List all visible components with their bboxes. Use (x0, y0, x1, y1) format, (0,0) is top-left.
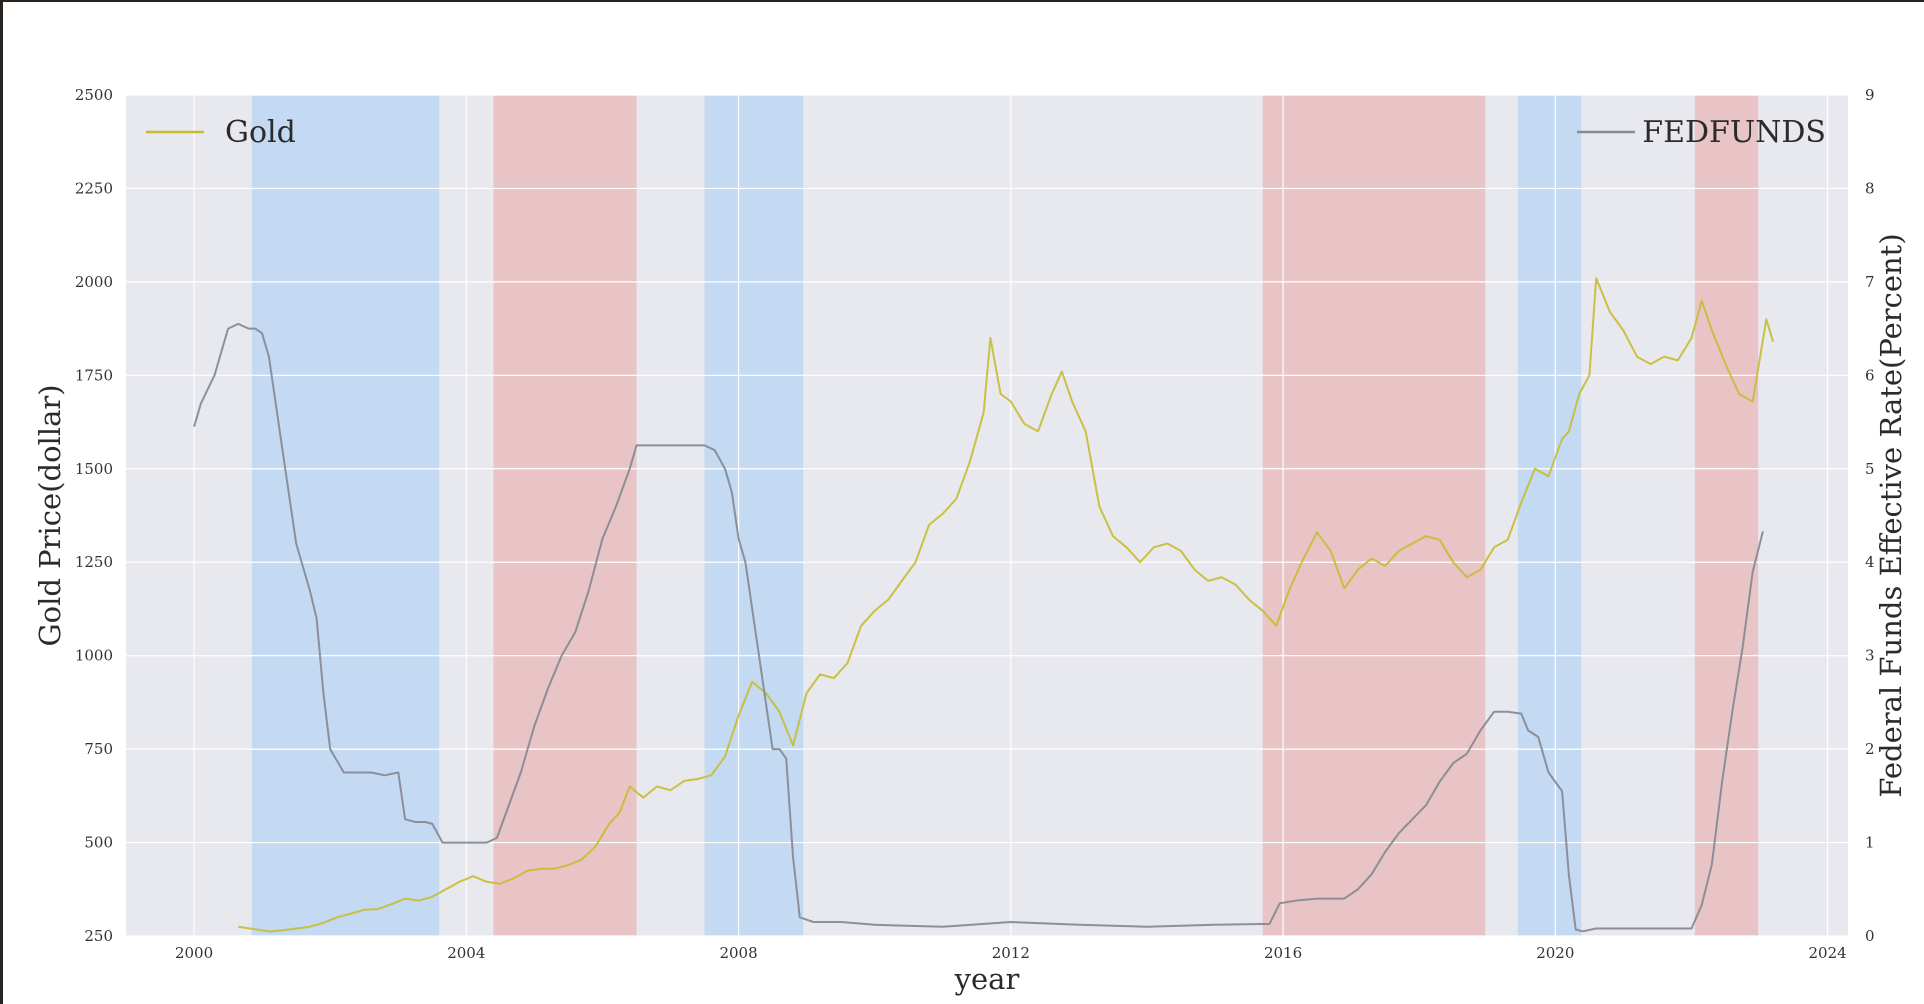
left-y-tick-label: 750 (84, 740, 113, 758)
x-tick-label: 2024 (1808, 944, 1846, 962)
left-y-tick-label: 2250 (75, 179, 113, 197)
x-tick-label: 2020 (1536, 944, 1574, 962)
x-tick-label: 2016 (1264, 944, 1302, 962)
left-y-tick-label: 250 (84, 927, 113, 945)
x-tick-label: 2012 (992, 944, 1030, 962)
dual-axis-line-chart: 2000 2004 2008 2012 2016 2020 2024250500750100… (33, 86, 1908, 996)
gold-series-line (238, 277, 1775, 933)
left-y-tick-label: 500 (84, 834, 113, 852)
easing-period-band (251, 95, 440, 936)
left-y-tick-label: 2500 (75, 86, 113, 104)
easing-period-band (1517, 95, 1582, 936)
x-tick-label: 2008 (719, 944, 757, 962)
x-tick-label: 2000 (175, 944, 213, 962)
left-y-tick-label: 2000 (75, 273, 113, 291)
left-y-tick-label: 1750 (75, 366, 113, 384)
fedfunds-series-line (193, 322, 1764, 933)
tightening-period-band (1262, 95, 1486, 936)
shaded-periods (251, 95, 1759, 936)
left-y-tick-label: 1250 (75, 553, 113, 571)
tightening-period-band (493, 95, 637, 936)
left-y-tick-label: 1500 (75, 460, 113, 478)
right-y-tick-label: 6 (1865, 366, 1875, 384)
easing-period-band (704, 95, 804, 936)
right-y-tick-label: 2 (1865, 740, 1875, 758)
x-axis-label: year (954, 962, 1020, 996)
legend-gold-label: Gold (225, 115, 296, 150)
right-y-axis-label: Federal Funds Effective Rate(Percent) (1874, 233, 1908, 797)
legend-gold: Gold (146, 115, 296, 150)
right-y-tick-label: 0 (1865, 927, 1875, 945)
right-y-tick-label: 4 (1865, 553, 1875, 571)
right-y-tick-label: 5 (1865, 460, 1875, 478)
right-y-tick-label: 7 (1865, 273, 1875, 291)
tightening-period-band (1694, 95, 1759, 936)
legend-fedfunds: FEDFUNDS (1577, 115, 1826, 150)
tick-labels: 2000 2004 2008 2012 2016 2020 2024250500750100… (75, 86, 1875, 962)
right-y-tick-label: 9 (1865, 86, 1875, 104)
legend-fedfunds-label: FEDFUNDS (1642, 115, 1826, 150)
right-y-tick-label: 3 (1865, 647, 1875, 665)
figure: 2000 2004 2008 2012 2016 2020 2024 250 500 750 100… (3, 2, 1924, 1004)
left-y-axis-label: Gold Price(dollar) (33, 384, 67, 646)
grid-lines (126, 94, 1848, 937)
x-tick-label: 2004 (447, 944, 485, 962)
right-y-tick-label: 1 (1865, 834, 1875, 852)
left-y-tick-label: 1000 (75, 647, 113, 665)
series-layer (193, 277, 1775, 933)
right-y-tick-label: 8 (1865, 179, 1875, 197)
